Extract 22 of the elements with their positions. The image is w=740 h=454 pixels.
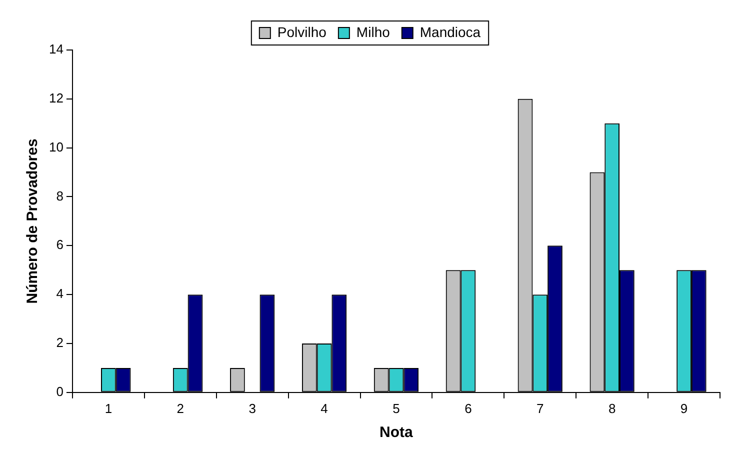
- y-tick-label: 12: [48, 90, 64, 106]
- x-tick-label: 6: [464, 400, 472, 416]
- y-tick-label: 14: [48, 42, 64, 57]
- x-tick-label: 1: [104, 400, 112, 416]
- x-axis-title: Nota: [380, 424, 414, 442]
- x-tick-label: 9: [680, 400, 688, 416]
- x-tick-label: 2: [176, 400, 184, 416]
- y-tick-label: 4: [56, 286, 64, 302]
- x-tick-label: 4: [320, 400, 328, 416]
- x-tick-label: 3: [248, 400, 256, 416]
- x-tick-label: 5: [392, 400, 400, 416]
- y-tick-label: 10: [48, 139, 64, 154]
- legend-label: Mandioca: [420, 24, 481, 40]
- y-tick-label: 2: [56, 335, 64, 350]
- y-tick-label: 0: [56, 384, 64, 399]
- legend-label: Polvilho: [277, 24, 327, 40]
- x-tick-label: 7: [536, 400, 544, 416]
- y-tick-label: 8: [56, 188, 64, 204]
- y-axis-title: Número de Provadores: [24, 138, 42, 304]
- x-tick-label: 8: [608, 400, 616, 416]
- legend-label: Milho: [356, 24, 390, 40]
- y-tick-label: 6: [56, 237, 64, 252]
